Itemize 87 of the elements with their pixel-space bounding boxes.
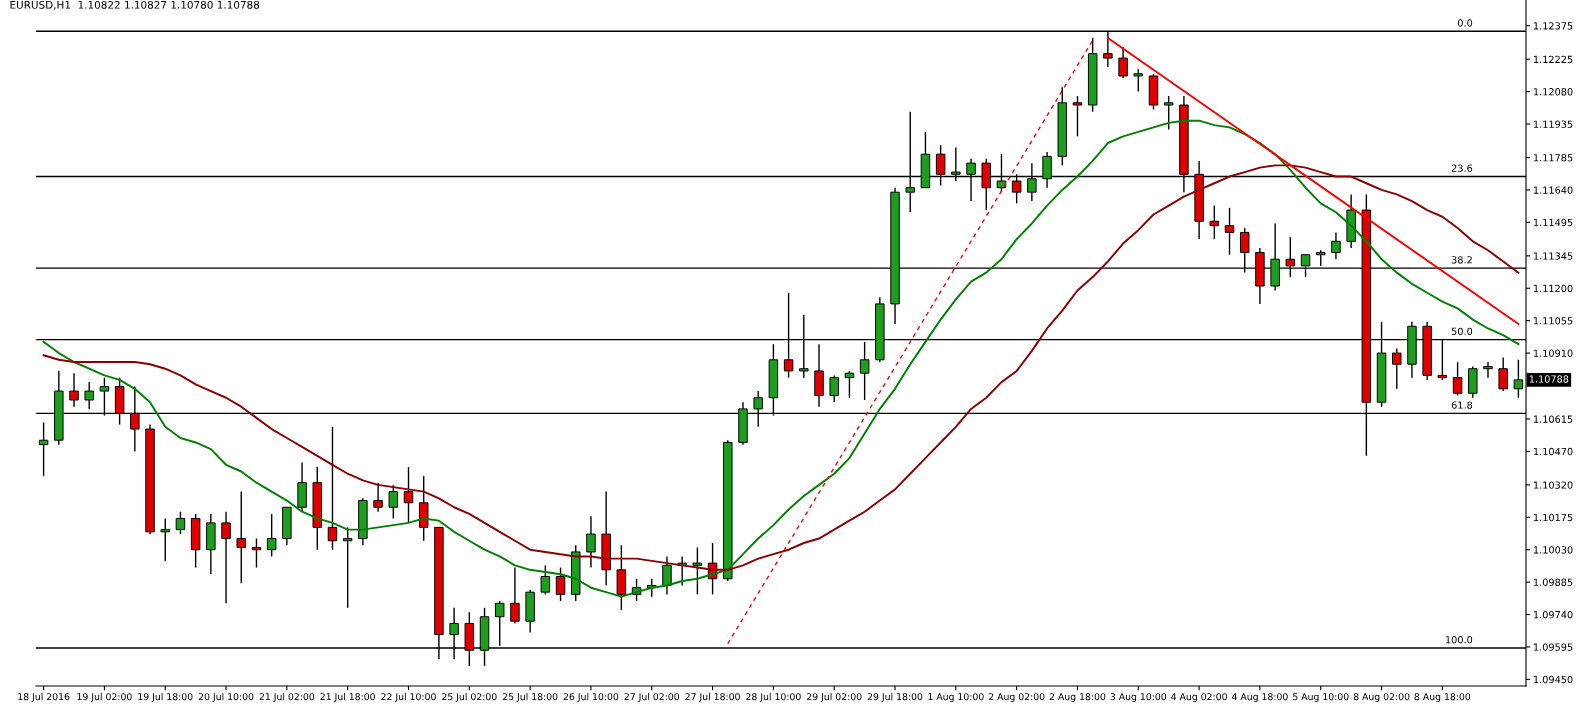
candlestick [388,484,399,520]
candlestick [175,511,186,535]
candlestick [1209,204,1220,240]
candlestick [510,566,520,625]
x-tick-label: 21 Jul 18:00 [320,692,375,702]
x-tick-label: 2 Aug 18:00 [1049,693,1106,702]
candlestick [1224,207,1235,256]
candlestick [1163,95,1174,131]
candlestick [1483,361,1493,379]
candlestick [555,566,566,602]
x-tick-label: 29 Jul 18:00 [867,692,923,702]
candlestick [1072,95,1083,138]
x-tick-label: 18 Jul 2016 [18,692,70,702]
candlestick [236,490,246,584]
y-tick-label: 1.09595 [1534,643,1573,651]
y-tick-label: 1.11785 [1534,154,1573,162]
candlestick [403,466,414,524]
x-tick-label: 21 Jul 02:00 [259,692,315,702]
y-tick-label: 1.10470 [1534,447,1573,456]
candlestick [160,517,170,562]
candlestick [1513,359,1524,399]
candlestick [1118,46,1128,79]
candlestick [221,511,231,605]
candlestick [69,372,79,408]
x-tick-label: 20 Jul 10:00 [198,692,254,702]
y-tick-label: 1.09450 [1534,675,1573,684]
candlestick [327,426,338,551]
candlestick [586,515,596,569]
candlestick [540,564,551,596]
y-tick-label: 1.11935 [1534,120,1573,128]
y-tick-label: 1.11345 [1534,252,1573,260]
x-tick-label: 1 Aug 10:00 [928,693,984,702]
candlestick [829,374,839,403]
candlestick [859,341,870,401]
x-tick-label: 25 Jul 18:00 [502,692,558,702]
candlestick [342,526,353,609]
candlestick [38,421,49,477]
y-tick-label: 1.12080 [1534,88,1573,96]
x-tick-label: 3 Aug 10:00 [1110,693,1167,702]
x-tick-label: 2 Aug 02:00 [988,693,1045,702]
x-tick-label: 8 Aug 18:00 [1414,693,1471,702]
x-tick-label: 19 Jul 02:00 [77,692,132,702]
line-series [42,119,1520,598]
x-tick-label: 27 Jul 02:00 [624,692,680,702]
candlestick [1331,231,1341,260]
annotation: 100.0 [1446,636,1473,644]
annotation: 50.0 [1451,327,1473,335]
x-tick-label: 29 Jul 02:00 [807,692,862,702]
candlestick [266,513,277,558]
candlestick [373,481,383,513]
candlestick [1392,347,1402,390]
x-tick-label: 8 Aug 02:00 [1353,693,1410,702]
y-tick-label: 1.12375 [1534,22,1573,30]
x-tick-label: 4 Aug 02:00 [1171,693,1227,702]
y-tick-label: 1.10030 [1534,546,1573,554]
y-tick-label: 1.09740 [1534,610,1573,619]
x-tick-label: 22 Jul 10:00 [381,692,436,702]
annotation: 38.2 [1451,256,1472,264]
annotation: 0.0 [1457,19,1473,27]
candlestick [1498,356,1508,392]
y-tick-label: 1.12225 [1534,55,1573,64]
y-tick-label: 1.11200 [1534,284,1573,293]
y-tick-label: 1.11640 [1534,186,1573,194]
x-tick-label: 28 Jul 10:00 [746,692,801,702]
candlestick [1133,68,1144,93]
x-tick-label: 4 Aug 18:00 [1231,693,1288,702]
y-tick-label: 1.10175 [1534,513,1573,522]
y-tick-label: 1.10910 [1534,349,1573,357]
x-tick-label: 27 Jul 18:00 [685,692,740,702]
candlestick [251,537,262,569]
text: 1.10788 [1529,375,1569,383]
candlestick [692,546,703,596]
y-tick-label: 1.10320 [1534,481,1573,489]
x-tick-label: 19 Jul 18:00 [138,692,193,702]
y-tick-label: 1.09885 [1534,578,1573,586]
annotation: 23.6 [1451,164,1473,172]
y-tick-label: 1.11495 [1534,218,1573,227]
x-tick-label: 25 Jul 02:00 [442,692,497,702]
x-tick-label: 5 Aug 10:00 [1293,693,1349,702]
y-tick-label: 1.10615 [1534,415,1573,423]
candlestick [1452,361,1463,397]
y-tick-label: 1.11055 [1534,317,1573,325]
chart-title: EURUSD,H1 1.10822 1.10827 1.10780 1.10788 [10,0,260,10]
annotation: 61.8 [1451,401,1473,409]
candlestick [662,555,672,596]
candlestick [84,381,94,410]
x-tick-label: 26 Jul 10:00 [563,692,619,702]
